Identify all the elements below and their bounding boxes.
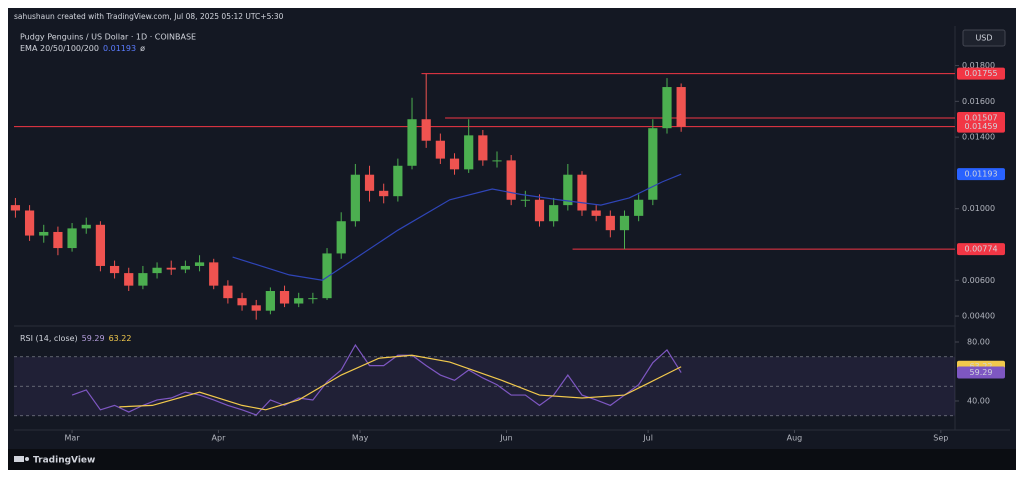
level-label: 0.01507 [964, 113, 997, 122]
x-tick-label: Sep [933, 434, 948, 443]
candle-body [24, 210, 35, 236]
candle-body [95, 224, 106, 266]
candle-body [294, 298, 304, 304]
x-tick-label: May [352, 434, 369, 443]
candle-body [619, 215, 630, 231]
x-tick-label: Apr [212, 434, 227, 443]
candle-body [393, 165, 403, 197]
currency-box[interactable] [962, 29, 1006, 47]
y-tick-label: 0.01600 [962, 97, 995, 106]
candle-body [577, 174, 587, 211]
x-tick-label: Jun [499, 434, 513, 443]
ema-legend: EMA 20/50/100/200 0.01193 ø [20, 44, 145, 53]
candle-body [407, 119, 417, 166]
candle-body [534, 199, 545, 222]
candle-body [138, 273, 148, 286]
candle-body [194, 262, 205, 266]
candle-body [308, 298, 318, 300]
footer-bar [8, 449, 1016, 470]
y-tick-label: 0.00600 [962, 276, 995, 285]
x-tick-label: Mar [65, 434, 81, 443]
footer-brand: TradingView [33, 456, 95, 466]
rsi-ma-value: 63.22 [109, 334, 132, 343]
candle-body [492, 160, 502, 162]
y-tick-label: 0.01400 [962, 133, 995, 142]
currency[interactable]: USD [975, 34, 992, 43]
rsi-line [71, 343, 682, 416]
ema-line [232, 173, 682, 281]
candle-body [53, 231, 63, 249]
candle-body [648, 128, 658, 200]
candle-body [449, 158, 460, 170]
rsi-name: RSI (14, close) [20, 334, 78, 343]
candle-body [662, 87, 672, 129]
level-label: 0.01459 [964, 122, 997, 131]
candle-body [81, 224, 91, 229]
y-tick-label: 0.01000 [962, 204, 995, 213]
rsi-legend: RSI (14, close) 59.29 63.22 [20, 334, 131, 343]
candle-body [464, 135, 474, 170]
candle-body [563, 174, 573, 206]
tv-logo [14, 456, 29, 462]
x-tick-label: Aug [787, 434, 803, 443]
rsi-ma-line [119, 354, 682, 411]
level-label: 0.00774 [964, 245, 997, 254]
rsi-tick-label: 80.00 [967, 338, 990, 347]
candle-body [251, 305, 261, 311]
level-label-box [957, 243, 1005, 256]
rsi-label: 59.29 [970, 368, 993, 377]
chart-background [8, 8, 1016, 470]
rsi-value: 59.29 [82, 334, 105, 343]
candle-body [237, 298, 247, 306]
candle-body [152, 267, 162, 274]
candle-body [520, 199, 530, 201]
candle-body [605, 215, 615, 231]
level-label: 0.01755 [964, 69, 997, 78]
candle-body [435, 140, 445, 159]
candle-body [421, 119, 431, 141]
ema-symbol: ø [140, 44, 145, 53]
candle-body [10, 205, 21, 211]
candle-body [591, 210, 601, 216]
candle-body [506, 160, 516, 200]
candle-body [478, 135, 488, 161]
ema-label: 0.01193 [964, 170, 997, 179]
y-tick-label: 0.00400 [962, 312, 995, 321]
rsi-label-box [957, 366, 1005, 379]
level-label-box [957, 67, 1005, 80]
candle-body [209, 262, 219, 286]
candle-body [265, 291, 275, 311]
candle-body [39, 231, 49, 236]
candle-body [336, 221, 346, 254]
candle-body [364, 174, 375, 191]
candle-body [223, 285, 233, 299]
ema-value: 0.01193 [103, 44, 136, 53]
ema-name: EMA 20/50/100/200 [20, 44, 99, 53]
x-tick-label: Jul [642, 434, 653, 443]
candle-body [279, 291, 290, 304]
credit: sahushaun created with TradingView.com, … [14, 12, 284, 21]
candle-body [166, 267, 176, 270]
ema-label-box [957, 168, 1005, 181]
rsi-tick-label: 40.00 [967, 396, 990, 405]
candle-body [350, 174, 360, 222]
y-tick-label: 0.01800 [962, 61, 995, 70]
candle-body [322, 253, 332, 299]
candle-body [67, 228, 77, 249]
candle-body [676, 87, 686, 127]
candle-body [634, 199, 644, 216]
candle-body [109, 265, 120, 274]
candle-body [549, 205, 559, 222]
symbol-title: Pudgy Penguins / US Dollar · 1D · COINBA… [20, 33, 196, 42]
candle-body [379, 190, 389, 197]
candle-body [124, 273, 134, 286]
candle-body [180, 265, 190, 270]
level-label-box [957, 120, 1005, 133]
